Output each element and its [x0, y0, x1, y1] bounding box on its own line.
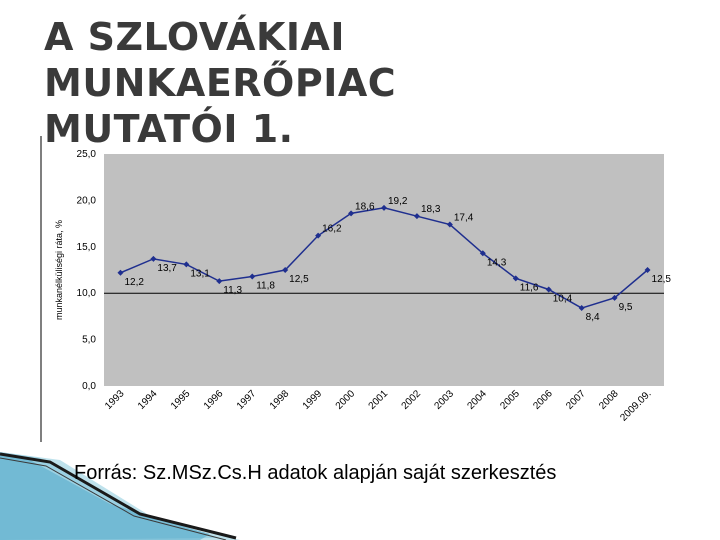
data-point — [315, 232, 322, 239]
data-point — [183, 261, 190, 268]
data-point — [413, 213, 420, 220]
x-tick-label: 1996 — [202, 388, 226, 412]
data-point — [282, 267, 289, 273]
title-line-1: A SZLOVÁKIAI MUNKAERŐPIAC — [44, 15, 397, 105]
data-point — [446, 221, 453, 228]
data-point — [216, 278, 223, 285]
y-tick-label: 0,0 — [82, 381, 96, 392]
data-point — [578, 305, 585, 312]
x-tick-label: 2005 — [498, 388, 522, 412]
data-point — [611, 294, 618, 301]
unemployment-line-chart: 0,05,010,015,020,025,0 1993 1994 1995 1996 1… — [54, 149, 671, 424]
data-label: 14,3 — [487, 257, 507, 268]
data-labels: 12,2 13,7 13,1 11,3 11,8 12,5 16,2 18,6 19,2 18,3… — [124, 196, 671, 323]
x-tick-label: 2009.09. — [618, 388, 653, 423]
data-label: 18,6 — [355, 201, 375, 212]
data-label: 10,4 — [553, 293, 573, 304]
y-tick-label: 20,0 — [77, 195, 97, 206]
x-tick-label: 1995 — [169, 388, 193, 412]
data-label: 19,2 — [388, 196, 408, 207]
y-tick-label: 15,0 — [77, 242, 97, 253]
data-points — [117, 204, 651, 312]
x-tick-label: 1998 — [268, 388, 292, 412]
data-label: 12,5 — [289, 274, 309, 285]
x-tick-label: 2001 — [367, 388, 391, 412]
data-point — [348, 210, 355, 217]
x-tick-label: 2008 — [597, 388, 621, 412]
data-label: 11,3 — [223, 285, 242, 296]
data-label: 8,4 — [586, 312, 600, 323]
data-point — [545, 286, 552, 293]
data-point — [117, 269, 124, 276]
y-axis: 0,0 5,0 10,0 15,0 20,0 25,0 — [77, 149, 97, 392]
chart-frame-rule — [40, 136, 42, 442]
y-axis-label: munkanélküliségi ráta, % — [54, 220, 64, 320]
data-label: 18,3 — [421, 204, 441, 215]
x-tick-label: 2002 — [400, 388, 424, 412]
data-label: 16,2 — [322, 224, 342, 235]
x-tick-label: 2006 — [531, 388, 555, 412]
source-note: Forrás: Sz.MSz.Cs.H adatok alapján saját… — [74, 462, 557, 484]
data-label: 13,1 — [190, 268, 210, 279]
x-tick-label: 2000 — [334, 388, 358, 412]
data-point — [150, 255, 157, 262]
slide-title: A SZLOVÁKIAI MUNKAERŐPIAC MUTATÓI 1. — [44, 14, 684, 152]
data-label: 12,2 — [124, 277, 144, 288]
x-tick-label: 2004 — [465, 388, 489, 412]
x-tick-label: 1997 — [235, 388, 259, 412]
plot-area — [104, 154, 664, 386]
data-point — [644, 267, 651, 273]
title-line-2: MUTATÓI 1. — [44, 107, 294, 151]
data-point — [512, 275, 519, 282]
data-point — [381, 204, 387, 211]
data-label: 17,4 — [454, 213, 474, 224]
corner-decoration — [0, 452, 240, 540]
x-tick-label: 2007 — [564, 388, 588, 412]
data-label: 9,5 — [619, 302, 633, 313]
x-tick-label: 2003 — [432, 388, 456, 412]
y-tick-label: 25,0 — [77, 149, 97, 160]
x-tick-label: 1999 — [301, 388, 325, 412]
y-tick-label: 5,0 — [82, 335, 96, 346]
x-axis: 1993 1994 1995 1996 1997 1998 1999 2000 2001 2002… — [103, 388, 654, 424]
data-label: 13,7 — [157, 263, 177, 274]
x-tick-label: 1994 — [136, 388, 160, 412]
y-tick-label: 10,0 — [77, 288, 97, 299]
x-tick-label: 1993 — [103, 388, 127, 412]
data-label: 11,6 — [520, 282, 539, 293]
data-point — [479, 250, 486, 257]
data-label: 11,8 — [256, 280, 275, 291]
data-point — [249, 273, 256, 280]
data-label: 12,5 — [652, 274, 672, 285]
